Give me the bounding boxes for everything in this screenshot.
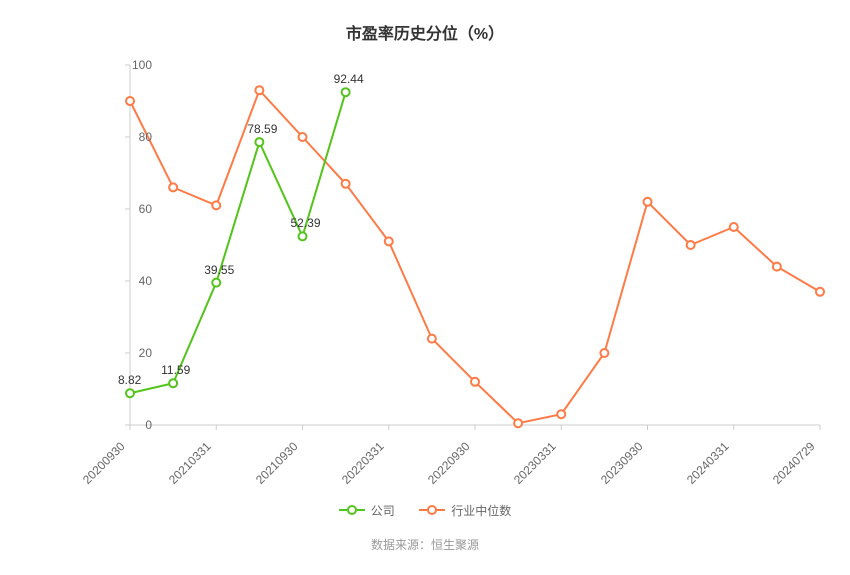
data-point-label: 11.59: [161, 363, 190, 377]
y-tick-label: 60: [139, 202, 152, 216]
y-tick-label: 80: [139, 130, 152, 144]
data-point-label: 52.39: [291, 216, 321, 230]
legend-item-industry: 行业中位数: [419, 502, 511, 519]
legend: 公司 行业中位数: [0, 502, 850, 521]
legend-label-industry: 行业中位数: [451, 502, 511, 519]
y-tick-label: 100: [132, 58, 152, 72]
y-tick-label: 20: [139, 346, 152, 360]
legend-item-company: 公司: [339, 502, 395, 519]
y-tick-label: 40: [139, 274, 152, 288]
legend-marker-industry: [419, 505, 445, 515]
data-point-label: 92.44: [334, 72, 364, 86]
data-point-label: 39.55: [204, 263, 234, 277]
data-point-label: 8.82: [118, 373, 141, 387]
data-source: 数据来源：恒生聚源: [0, 536, 850, 553]
chart-plot: [0, 0, 850, 575]
legend-marker-company: [339, 505, 365, 515]
data-point-label: 78.59: [247, 122, 277, 136]
y-tick-label: 0: [145, 418, 152, 432]
chart-container: 市盈率历史分位（%） 020406080100 2020093020210331…: [0, 0, 850, 575]
legend-label-company: 公司: [371, 502, 395, 519]
